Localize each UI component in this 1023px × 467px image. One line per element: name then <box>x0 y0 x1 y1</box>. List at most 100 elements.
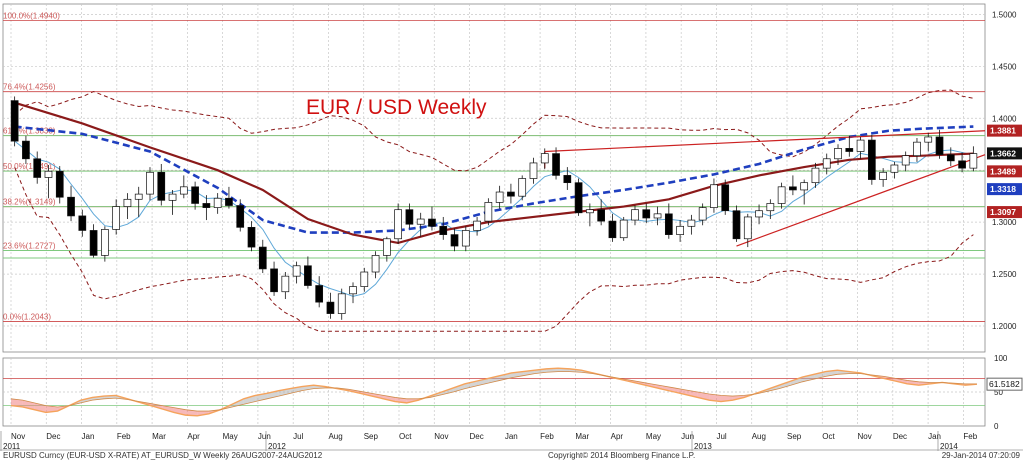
oscillator-fill <box>185 409 198 416</box>
price-tag-box <box>987 165 1022 178</box>
x-tick-label: Dec <box>893 432 907 441</box>
footer-left-text: EURUSD Curncy (EUR-USD X-RATE) AT_EURUSD… <box>3 451 323 460</box>
x-tick-label: Jan <box>505 432 518 441</box>
candle-body <box>879 171 887 180</box>
oscillator-fill <box>790 377 803 386</box>
candle-body <box>890 164 899 173</box>
candle-body <box>721 184 730 212</box>
candle-body <box>428 218 436 227</box>
candle-body <box>631 209 639 221</box>
x-tick-label: Feb <box>963 432 977 441</box>
candle-body <box>822 158 831 169</box>
candle-body <box>698 207 707 221</box>
candle-body <box>913 141 921 157</box>
x-tick-label: Jul <box>716 432 726 441</box>
oscillator-fill <box>802 374 815 382</box>
x-tick-label: Nov <box>434 432 448 441</box>
candle-body <box>450 234 459 247</box>
y-tick-label: 1.5000 <box>992 10 1017 19</box>
candle-body <box>687 219 696 227</box>
candle-body <box>958 160 966 169</box>
x-tick-label: Sep <box>364 432 379 441</box>
osc-y-tick-label: 100 <box>994 354 1008 363</box>
oscillator-line <box>10 367 978 417</box>
candle-body <box>946 154 955 162</box>
candle-body <box>112 206 120 230</box>
year-label: 2011 <box>3 442 21 451</box>
candle-body <box>247 226 256 248</box>
oscillator-fill <box>779 381 791 389</box>
y-tick-label: 1.4500 <box>992 62 1017 71</box>
candle-body <box>101 229 109 256</box>
fibonacci-label: 0.0%(1.2043) <box>3 313 51 322</box>
candle-body <box>89 230 98 256</box>
candle-body <box>439 225 448 235</box>
candle-body <box>518 178 527 197</box>
candle-body <box>191 186 199 204</box>
oscillator-panel-frame <box>2 357 986 427</box>
oscillator-fill <box>464 381 477 389</box>
price-tag-label: 1.3489 <box>990 166 1016 176</box>
candle-body <box>326 301 335 314</box>
x-tick-label: Aug <box>328 432 342 441</box>
candle-body <box>360 271 369 287</box>
candle-body <box>676 225 684 235</box>
candle-body <box>304 265 312 286</box>
x-tick-label: Jan <box>928 432 941 441</box>
candle-body <box>924 136 933 143</box>
x-tick-label: Nov <box>858 432 872 441</box>
candle-body <box>146 171 154 195</box>
fibonacci-label: 61.8%(1.3833) <box>3 127 56 136</box>
fast-moving-average <box>14 140 974 297</box>
y-tick-label: 1.2500 <box>992 270 1017 279</box>
candle-body <box>935 136 944 155</box>
osc-tag-box <box>986 377 1023 391</box>
candle-body <box>597 209 605 222</box>
candle-body <box>416 218 425 225</box>
upper-trendline <box>544 130 986 153</box>
x-tick-label: Apr <box>611 432 624 441</box>
slow-moving-average <box>14 101 974 245</box>
candle-body <box>461 230 470 247</box>
x-tick-label: Aug <box>752 432 766 441</box>
candle-body <box>901 155 910 166</box>
candle-body <box>123 198 132 207</box>
x-tick-label: Oct <box>399 432 412 441</box>
candle-body <box>349 286 357 295</box>
candle-body <box>258 246 267 270</box>
candle-body <box>619 219 628 239</box>
candle-body <box>405 209 414 225</box>
candle-body <box>540 153 549 164</box>
candle-body <box>67 196 75 217</box>
candle-body <box>969 153 978 169</box>
candle-body <box>315 285 324 303</box>
candle-body <box>834 148 842 160</box>
candle-body <box>529 162 538 179</box>
footer-right-text: 29-Jan-2014 07:20:09 <box>942 451 1021 460</box>
y-tick-label: 1.4000 <box>992 114 1017 123</box>
rising-trendline <box>736 154 986 247</box>
y-tick-label: 1.3000 <box>992 218 1017 227</box>
x-tick-label: Apr <box>187 432 200 441</box>
candle-body <box>845 148 854 152</box>
x-tick-label: Sep <box>787 432 802 441</box>
oscillator-fill <box>662 385 675 392</box>
price-tag-box <box>987 147 1022 160</box>
x-tick-label: May <box>223 432 238 441</box>
price-tag-label: 1.3097 <box>990 207 1016 217</box>
fibonacci-label: 100.0%(1.4940) <box>3 12 60 21</box>
candle-body <box>507 191 515 197</box>
candle-body <box>710 184 718 208</box>
price-tag-box <box>987 124 1022 137</box>
candle-body <box>586 209 594 214</box>
candle-body <box>22 140 30 160</box>
candle-body <box>236 205 245 228</box>
candle-body <box>743 216 752 240</box>
year-label: 2012 <box>268 442 286 451</box>
oscillator-fill <box>814 371 826 380</box>
price-tag-label: 1.3662 <box>990 148 1016 158</box>
candle-body <box>664 213 673 235</box>
candle-body <box>292 265 301 277</box>
